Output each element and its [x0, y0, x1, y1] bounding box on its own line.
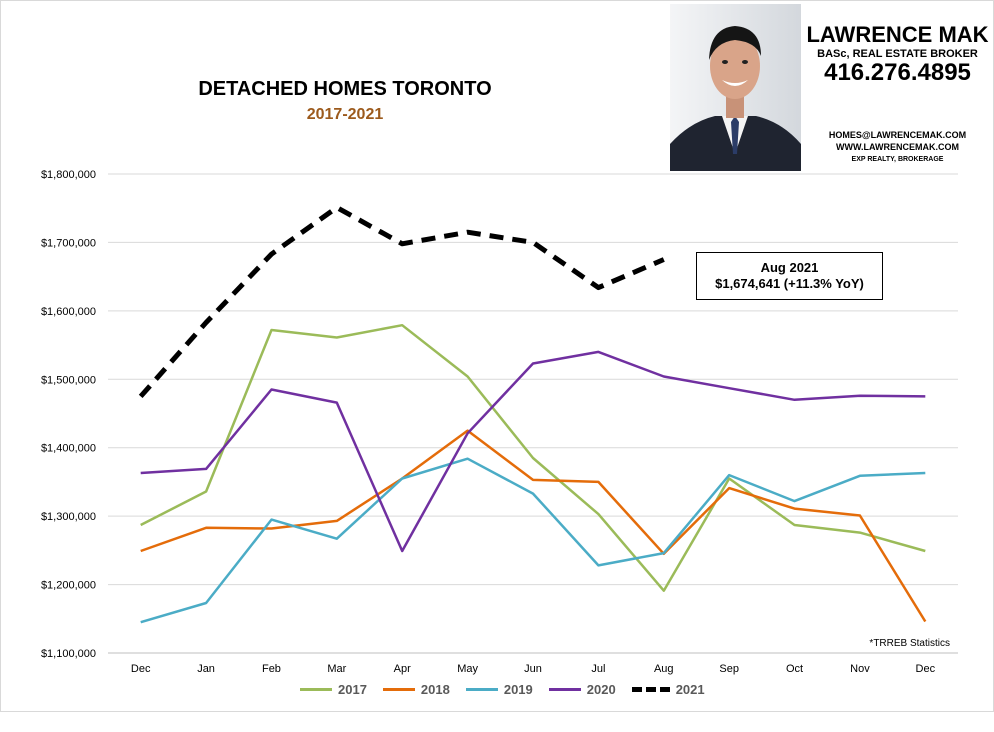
- x-tick-label: Sep: [719, 663, 739, 675]
- legend-swatch: [300, 687, 332, 691]
- y-tick-label: $1,200,000: [41, 580, 96, 592]
- legend-swatch: [548, 687, 581, 691]
- y-tick-label: $1,800,000: [41, 169, 96, 181]
- source-note: *TRREB Statistics: [869, 638, 950, 649]
- callout-value: $1,674,641 (+11.3% YoY): [715, 276, 864, 291]
- agent-title: BASc, REAL ESTATE BROKER: [817, 48, 978, 60]
- chart-legend: 2017 2018 2019 2020 2021: [300, 680, 705, 698]
- agent-name: LAWRENCE MAK: [806, 22, 989, 47]
- x-tick-label: Feb: [262, 663, 281, 675]
- series-line-2018: [140, 429, 927, 623]
- series-line-2020: [140, 350, 926, 553]
- x-tick-label: Mar: [327, 663, 346, 675]
- aug-2021-callout: Aug 2021 $1,674,641 (+11.3% YoY): [696, 252, 883, 300]
- legend-label: 2020: [586, 681, 616, 697]
- legend-swatch: [465, 687, 498, 691]
- agent-website: WWW.LAWRENCEMAK.COM: [836, 142, 959, 152]
- y-tick-label: $1,600,000: [41, 306, 96, 318]
- legend-item-2019: 2019: [465, 681, 533, 697]
- y-tick-label: $1,500,000: [41, 374, 96, 386]
- line-chart: $1,100,000 $1,200,000 $1,300,000 $1,400,000…: [41, 169, 958, 675]
- y-tick-label: $1,300,000: [41, 511, 96, 523]
- y-tick-label: $1,100,000: [41, 648, 96, 660]
- x-tick-label: Oct: [786, 663, 803, 675]
- x-tick-label: May: [457, 663, 478, 675]
- agent-brokerage: EXP REALTY, BROKERAGE: [851, 156, 944, 163]
- legend-label: 2019: [503, 681, 533, 697]
- x-tick-label: Nov: [850, 663, 870, 675]
- chart-title: DETACHED HOMES TORONTO: [198, 78, 492, 100]
- legend-item-2018: 2018: [382, 681, 450, 697]
- legend-label: 2021: [675, 681, 705, 697]
- y-tick-label: $1,400,000: [41, 443, 96, 455]
- agent-portrait-icon: [670, 4, 801, 171]
- agent-photo: [670, 4, 801, 171]
- x-tick-label: Dec: [131, 663, 151, 675]
- y-tick-label: $1,700,000: [41, 237, 96, 249]
- legend-swatch: [631, 686, 670, 692]
- chart-subtitle: 2017-2021: [306, 106, 384, 123]
- legend-item-2017: 2017: [300, 682, 367, 697]
- series-line-2021: [138, 205, 665, 399]
- series-line-2017: [140, 323, 926, 592]
- x-tick-label: Dec: [916, 663, 936, 675]
- legend-item-2020: 2020: [548, 681, 616, 697]
- x-tick-label: Aug: [654, 663, 674, 675]
- x-tick-label: Jul: [591, 663, 605, 675]
- callout-date: Aug 2021: [760, 260, 819, 275]
- legend-label: 2018: [420, 681, 450, 697]
- x-tick-label: Jun: [524, 663, 542, 675]
- legend-label: 2017: [338, 681, 367, 697]
- series-line-2019: [140, 457, 926, 624]
- x-tick-label: Jan: [197, 663, 215, 675]
- x-tick-label: Apr: [394, 663, 411, 675]
- legend-swatch: [382, 687, 415, 691]
- agent-email: HOMES@LAWRENCEMAK.COM: [828, 130, 967, 140]
- agent-phone: 416.276.4895: [824, 59, 971, 86]
- legend-item-2021: 2021: [631, 681, 705, 697]
